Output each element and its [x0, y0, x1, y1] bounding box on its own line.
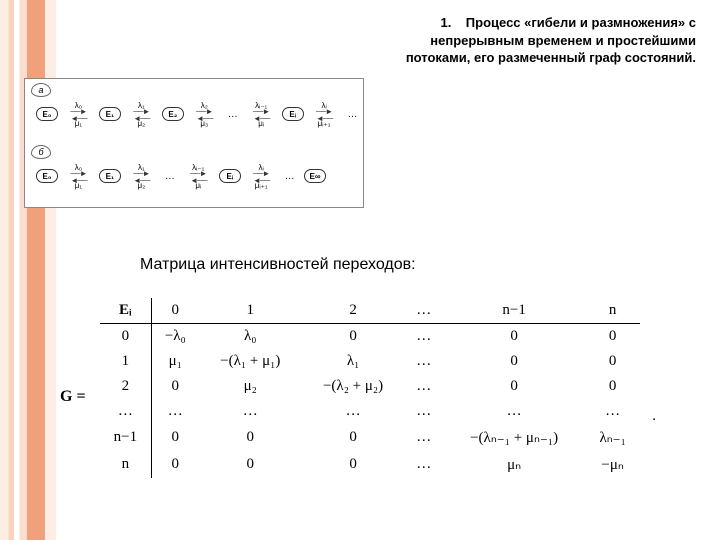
edge: λᵢ₋₁──►◄──μᵢ: [246, 103, 276, 125]
dots: …: [281, 171, 299, 182]
dots: …: [161, 171, 179, 182]
edge: λᵢ──►◄──μᵢ₊₁: [309, 103, 339, 125]
col-h: 0: [151, 298, 199, 324]
col-h: …: [404, 298, 442, 324]
node: E₁: [99, 169, 121, 183]
col-h: 1: [199, 298, 302, 324]
dots: …: [224, 109, 242, 120]
title-number: 1.: [441, 15, 452, 30]
label-a: а: [31, 83, 51, 97]
trailing-dot: .: [652, 408, 656, 425]
matrix-row: n000…μₙ−μₙ: [100, 451, 640, 478]
label-b: б: [31, 145, 51, 159]
title-line2: непрерывным временем и простейшими: [430, 33, 696, 48]
page-title: 1. Процесс «гибели и размножения» с непр…: [366, 14, 696, 67]
node: E∞: [304, 169, 326, 183]
edge: λᵢ──►◄──μᵢ₊₁: [246, 165, 276, 187]
col-h: n−1: [443, 298, 585, 324]
matrix-corner: Eᵢ: [100, 298, 151, 324]
edge: λ₀──►◄──μ₁: [63, 103, 93, 125]
edge: λ₀──►◄──μ₁: [63, 165, 93, 187]
node: E₁: [99, 107, 121, 121]
col-h: 2: [302, 298, 405, 324]
col-h: n: [585, 298, 640, 324]
matrix-row: 0−λ₀λ₀0…00: [100, 324, 640, 350]
title-line3: потоками, его размеченный граф состояний…: [406, 50, 696, 65]
matrix-row: 20μ₂−(λ₂ + μ₂)…00: [100, 374, 640, 399]
node: E₂: [162, 107, 184, 121]
edge: λᵢ₋₁──►◄──μᵢ: [183, 165, 213, 187]
matrix-header-row: Eᵢ 0 1 2 … n−1 n: [100, 298, 640, 324]
title-line1: Процесс «гибели и размножения» с: [466, 15, 696, 30]
dots: …: [344, 109, 362, 120]
edge: λ₁──►◄──μ₂: [126, 103, 156, 125]
node: E₀: [36, 169, 58, 183]
node: Eᵢ: [219, 169, 241, 183]
matrix-row: n−1000…−(λₙ₋₁ + μₙ₋₁)λₙ₋₁: [100, 424, 640, 451]
transition-matrix: G = . Eᵢ 0 1 2 … n−1 n 0−λ₀λ₀0…00 1μ₁−(λ…: [100, 298, 640, 478]
chain-b: б E₀ λ₀──►◄──μ₁ E₁ λ₁──►◄──μ₂ … λᵢ₋₁──►◄…: [35, 151, 327, 173]
edge: λ₁──►◄──μ₂: [126, 165, 156, 187]
node: E₀: [36, 107, 58, 121]
edge: λ₂──►◄──μ₃: [189, 103, 219, 125]
state-graph-diagram: а E₀ λ₀──►◄──μ₁ E₁ λ₁──►◄──μ₂ E₂ λ₂──►◄─…: [24, 78, 364, 208]
matrix-row: 1μ₁−(λ₁ + μ₁)λ₁…00: [100, 349, 640, 374]
section-heading: Матрица интенсивностей переходов:: [140, 256, 416, 274]
node: Eᵢ: [282, 107, 304, 121]
chain-a: а E₀ λ₀──►◄──μ₁ E₁ λ₁──►◄──μ₂ E₂ λ₂──►◄─…: [35, 89, 362, 111]
matrix-row: …………………: [100, 399, 640, 424]
matrix-label: G =: [60, 388, 86, 406]
